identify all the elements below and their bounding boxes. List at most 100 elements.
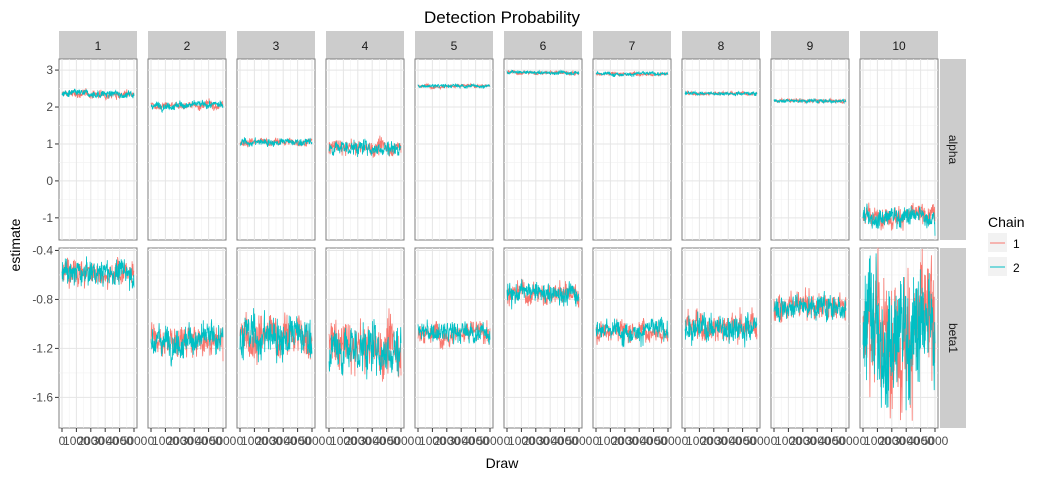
x-tick-label: 0 [326,434,333,448]
chart-title: Detection Probability [424,8,580,27]
panel-beta1-6 [503,247,583,429]
x-tick-label: 3000 [626,434,653,448]
x-tick-label: 1000 [686,434,713,448]
panel-alpha-3 [236,58,316,241]
x-tick-label: 5000 [121,434,148,448]
x-tick-label: 3000 [537,434,564,448]
facet-strip-label-5: 5 [451,39,458,53]
panel-alpha-1 [58,58,138,241]
trace-chain-2 [328,319,402,380]
legend-key-2 [988,257,1007,276]
trace-chain-1 [595,317,669,345]
x-tick-label: 2000 [255,434,282,448]
facet-strip-label-3: 3 [273,39,280,53]
x-tick-label: 3000 [715,434,742,448]
x-tick-label: 5000 [566,434,593,448]
facet-strip-9 [771,31,849,59]
y-tick-label: -0.8 [32,292,53,306]
trace-chain-2 [150,319,224,367]
facet-strip-8 [682,31,760,59]
legend-title: Chain [988,214,1025,230]
panel-beta1-7 [592,247,672,429]
x-tick-label: 3000 [181,434,208,448]
x-tick-label: 4000 [818,434,845,448]
panel-alpha-10 [859,58,939,241]
x-tick-label: 2000 [611,434,638,448]
facet-strip-label-10: 10 [892,39,906,53]
x-tick-label: 1000 [63,434,90,448]
trace-chain-2 [862,253,936,411]
x-tick-label: 4000 [106,434,133,448]
facet-strip-label-beta1: beta1 [946,323,960,353]
x-tick-label: 3000 [804,434,831,448]
x-tick-label: 0 [682,434,689,448]
panel-beta1-5 [414,247,494,429]
x-tick-label: 1000 [508,434,535,448]
panel-alpha-2 [147,58,227,241]
y-tick-label: 1 [46,137,53,151]
x-tick-label: 4000 [729,434,756,448]
x-axis-title: Draw [486,455,520,471]
legend-label-2: 2 [1013,261,1020,275]
x-tick-label: 5000 [388,434,415,448]
facet-strip-4 [326,31,404,59]
panel-alpha-4 [325,58,405,241]
x-tick-label: 1000 [241,434,268,448]
x-tick-label: 0 [504,434,511,448]
y-tick-label: 3 [46,63,53,77]
facet-strip-label-9: 9 [807,39,814,53]
panel-alpha-9 [770,58,850,241]
panel-alpha-5 [414,58,494,241]
x-tick-label: 0 [415,434,422,448]
trace-chain-2 [684,90,758,97]
trace-chain-2 [862,203,936,236]
x-tick-label: 3000 [359,434,386,448]
y-tick-label: -1.6 [32,390,53,404]
trace-chain-2 [61,88,135,99]
x-tick-label: 2000 [433,434,460,448]
trace-chain-2 [328,138,402,158]
x-tick-label: 3000 [448,434,475,448]
x-tick-label: 4000 [551,434,578,448]
trace-chain-2 [150,99,224,114]
trace-chain-2 [417,319,491,345]
x-tick-label: 4000 [907,434,934,448]
x-tick-label: 2000 [166,434,193,448]
panel-beta1-3 [236,247,316,429]
trace-chain-2 [595,316,669,348]
trace-chain-1 [239,137,313,148]
x-tick-label: 5000 [833,434,860,448]
facet-strip-alpha [940,59,966,240]
trace-chain-2 [239,308,313,364]
trace-chain-2 [61,256,135,291]
panel-alpha-6 [503,58,583,241]
x-tick-label: 2000 [344,434,371,448]
trace-chain-2 [506,279,580,310]
x-tick-label: 1000 [597,434,624,448]
panels-layer: 1 2 3 4 5 6 7 8 9 10 alpha -1 0 1 2 3 beta1 -1.6 -1.2 -0.8 -… [32,31,966,448]
trace-chain-2 [684,311,758,348]
facet-strip-beta1 [940,248,966,428]
y-axis-title: estimate [7,218,23,271]
trace-chain-2 [506,69,580,76]
x-tick-label: 5000 [922,434,949,448]
x-tick-label: 1000 [152,434,179,448]
panel-beta1-10 [859,247,939,429]
facet-strip-7 [593,31,671,59]
trace-chain-2 [773,290,847,323]
facet-strip-label-1: 1 [95,39,102,53]
y-tick-label: 2 [46,100,53,114]
facet-strip-1 [59,31,137,59]
x-tick-label: 1000 [330,434,357,448]
facet-strip-6 [504,31,582,59]
facet-strip-label-4: 4 [362,39,369,53]
x-tick-label: 2000 [522,434,549,448]
x-tick-label: 0 [59,434,66,448]
trace-chain-2 [595,70,669,78]
trace-chain-2 [239,137,313,148]
panel-beta1-4 [325,247,405,429]
y-tick-label: -0.4 [32,243,53,257]
legend: Chain 1 2 [988,214,1025,276]
panel-beta1-9 [770,247,850,429]
